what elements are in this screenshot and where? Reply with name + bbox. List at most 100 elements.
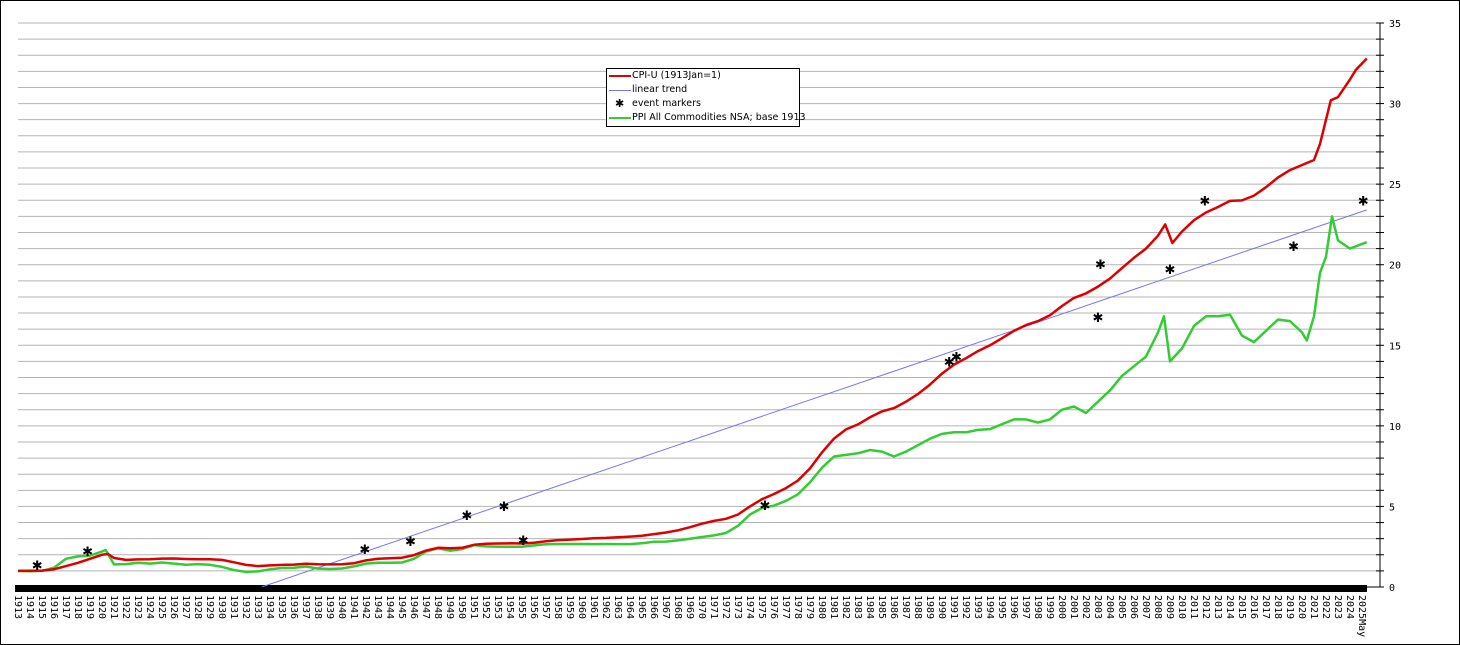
x-tick-label: 1981	[828, 595, 839, 619]
x-tick-label: 1938	[312, 595, 323, 619]
x-tick-label: 2004	[1104, 595, 1115, 619]
x-tick-label: 1992	[960, 595, 971, 619]
x-tick-label: 1943	[372, 595, 383, 619]
x-tick-label: 1996	[1008, 595, 1019, 619]
x-tick-label: 1989	[924, 595, 935, 619]
x-tick-label: 1990	[936, 595, 947, 619]
x-tick-label: 1959	[564, 595, 575, 619]
x-tick-label: 1986	[888, 595, 899, 619]
x-tick-label: 1999	[1044, 595, 1055, 619]
x-tick-label: 1954	[504, 595, 515, 619]
x-tick-label: 1940	[336, 595, 347, 619]
x-tick-label: 1923	[132, 595, 143, 619]
x-tick-label: 1915	[36, 595, 47, 619]
x-tick-label: 1971	[708, 595, 719, 619]
x-axis-tick-band	[15, 585, 1367, 592]
x-tick-label: 2022	[1320, 595, 1331, 619]
x-tick-label: 1978	[792, 595, 803, 619]
x-tick-label: 1922	[120, 595, 131, 619]
legend-label: event markers	[632, 98, 701, 109]
x-tick-label: 1950	[456, 595, 467, 619]
legend-swatch-ppi	[609, 117, 631, 119]
legend-label: PPI All Commodities NSA; base 1913	[632, 112, 806, 123]
x-tick-label: 1928	[192, 595, 203, 619]
x-tick-label: 2003	[1092, 595, 1103, 619]
legend-swatch-cpi	[609, 75, 631, 77]
x-tick-label: 1945	[396, 595, 407, 619]
x-tick-label: 1958	[552, 595, 563, 619]
x-tick-label: 1941	[348, 595, 359, 619]
x-tick-label: 1979	[804, 595, 815, 619]
y-tick-label: 15	[1389, 341, 1401, 352]
x-tick-label: 1972	[720, 595, 731, 619]
x-tick-label: 1973	[732, 595, 743, 619]
x-tick-label: 2002	[1080, 595, 1091, 619]
legend-item-events: ✱ event markers	[607, 97, 799, 111]
x-tick-label: 2006	[1128, 595, 1139, 619]
x-tick-label: 2015	[1236, 595, 1247, 619]
x-tick-label: 1949	[444, 595, 455, 619]
x-tick-label: 1966	[648, 595, 659, 619]
x-tick-label: 1976	[768, 595, 779, 619]
event-marker: ✱	[32, 559, 43, 574]
x-tick-label: 1962	[600, 595, 611, 619]
x-tick-label: 1983	[852, 595, 863, 619]
x-tick-label: 1947	[420, 595, 431, 619]
event-marker: ✱	[499, 500, 510, 515]
event-marker: ✱	[1165, 263, 1176, 278]
asterisk-marker-icon: ✱	[615, 97, 625, 110]
x-tick-label: 1955	[516, 595, 527, 619]
x-tick-label: 1975	[756, 595, 767, 619]
x-tick-label: 2005	[1116, 595, 1127, 619]
x-tick-label: 2001	[1068, 595, 1079, 619]
x-tick-label: 1935	[276, 595, 287, 619]
x-tick-label: 2021	[1308, 595, 1319, 619]
x-tick-label: 1914	[24, 595, 35, 619]
x-tick-label: 1930	[216, 595, 227, 619]
x-tick-label: 1994	[984, 595, 995, 619]
x-tick-label: 2024	[1344, 595, 1355, 619]
x-tick-label: 1937	[300, 595, 311, 619]
x-tick-label: 2014	[1224, 595, 1235, 619]
x-tick-label: 2019	[1284, 595, 1295, 619]
x-tick-label: 1998	[1032, 595, 1043, 619]
x-tick-label: 2007	[1140, 595, 1151, 619]
legend: CPI-U (1913Jan=1) linear trend ✱ event m…	[606, 68, 806, 127]
event-marker: ✱	[951, 351, 962, 366]
x-tick-label: 1933	[252, 595, 263, 619]
legend-item-trend: linear trend	[607, 83, 799, 97]
x-tick-label: 1944	[384, 595, 395, 619]
x-tick-label: 1977	[780, 595, 791, 619]
x-tick-label: 2010	[1176, 595, 1187, 619]
x-tick-label: 1927	[180, 595, 191, 619]
x-tick-label: 1970	[696, 595, 707, 619]
x-tick-label: 2008	[1152, 595, 1163, 619]
x-tick-label: 1985	[876, 595, 887, 619]
legend-swatch-trend	[609, 90, 631, 91]
x-tick-label: 1980	[816, 595, 827, 619]
y-tick-label: 10	[1389, 422, 1401, 433]
x-tick-label: 1931	[228, 595, 239, 619]
x-tick-label: 1948	[432, 595, 443, 619]
x-tick-label: 1913	[12, 595, 23, 619]
x-tick-label: 1953	[492, 595, 503, 619]
event-marker: ✱	[1093, 311, 1104, 326]
x-tick-label: 2012	[1200, 595, 1211, 619]
x-tick-label: 2017	[1260, 595, 1271, 619]
x-tick-label: 2018	[1272, 595, 1283, 619]
series-line-cpi	[18, 57, 1368, 573]
x-tick-label: 1942	[360, 595, 371, 619]
x-tick-label: 1993	[972, 595, 983, 619]
x-tick-label: 1997	[1020, 595, 1031, 619]
x-tick-label: 2009	[1164, 595, 1175, 619]
x-tick-label: 1939	[324, 595, 335, 619]
x-tick-label: 2000	[1056, 595, 1067, 619]
x-tick-label: 1926	[168, 595, 179, 619]
y-tick-label: 5	[1389, 502, 1395, 513]
x-tick-label: 1963	[612, 595, 623, 619]
x-tick-label: 1984	[864, 595, 875, 619]
x-tick-label: 1960	[576, 595, 587, 619]
x-tick-label: 2020	[1296, 595, 1307, 619]
x-tick-label: 1924	[144, 595, 155, 619]
